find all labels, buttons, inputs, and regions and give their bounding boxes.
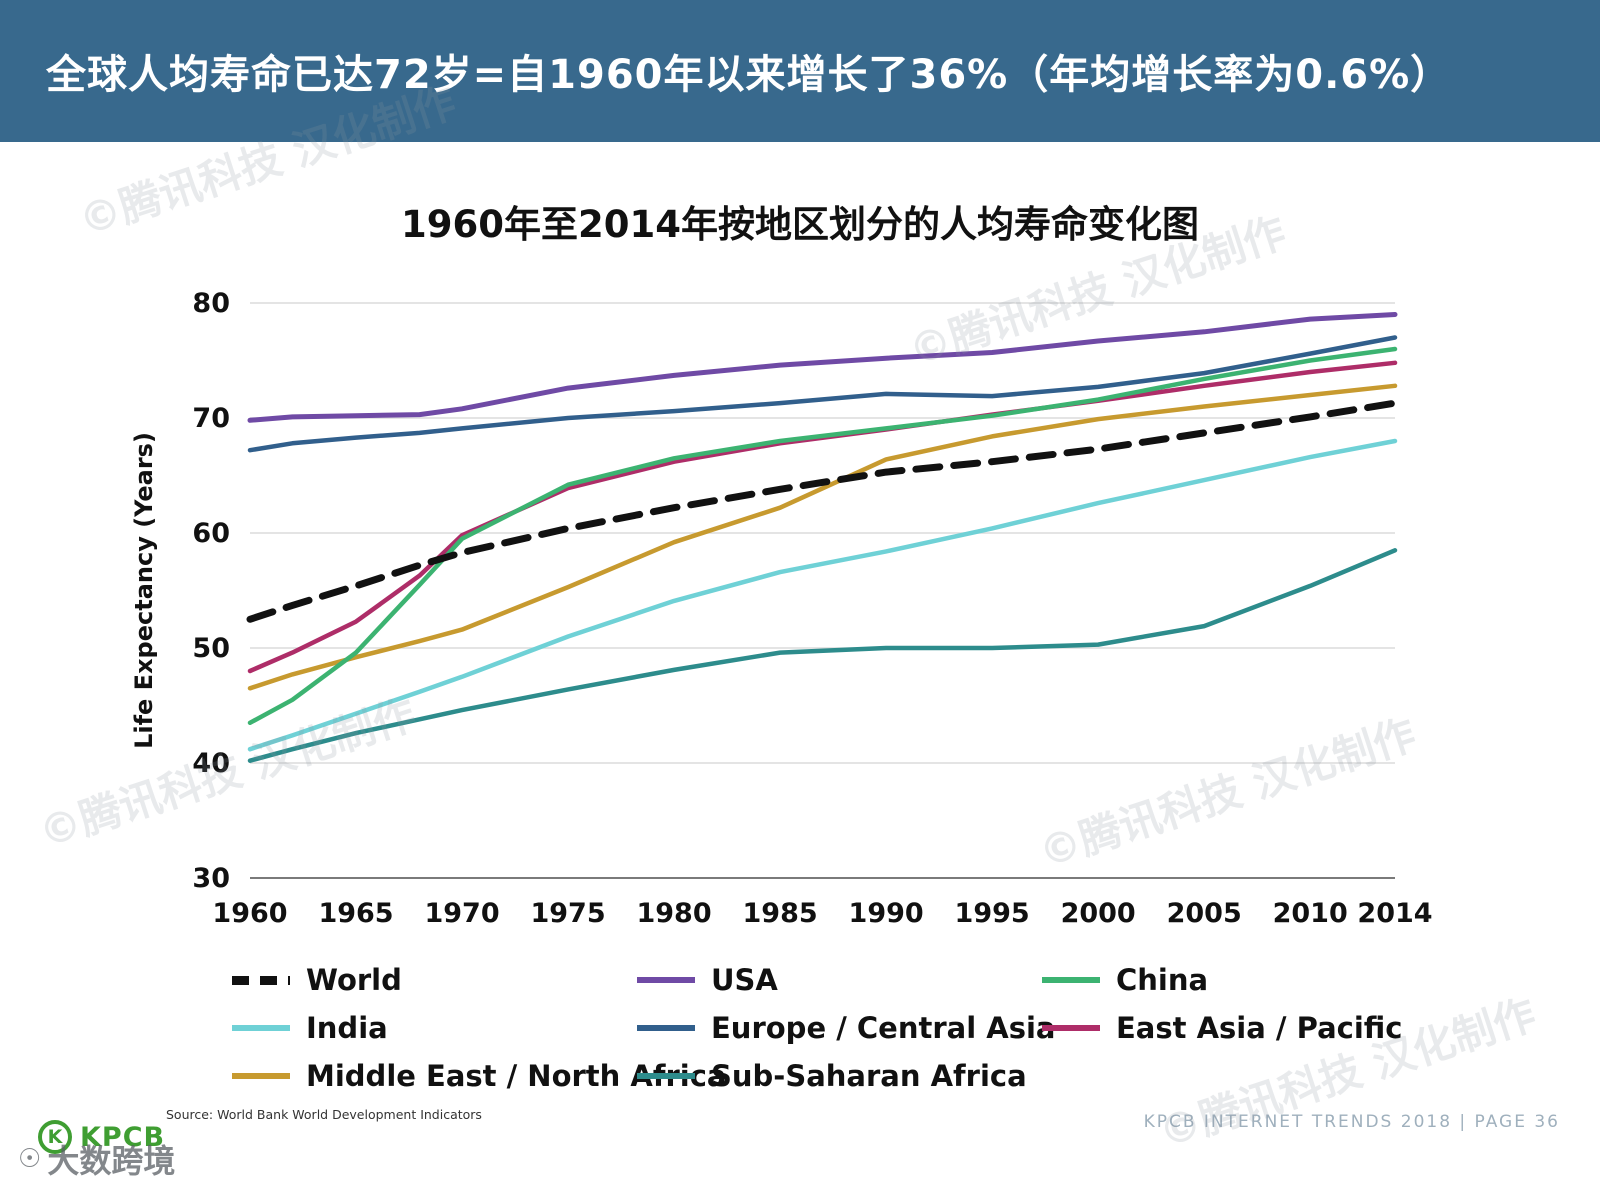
legend-line-sample: [1042, 977, 1100, 983]
series-line-sub-saharan-africa: [247, 548, 1398, 763]
legend-item-sub-saharan-africa: Sub-Saharan Africa: [637, 1056, 1042, 1096]
x-tick-label: 2010: [1273, 898, 1348, 929]
kpcb-logo-text: KPCB: [80, 1121, 166, 1153]
x-tick-label: 2014: [1357, 898, 1432, 929]
legend-item-europe-central-asia: Europe / Central Asia: [637, 1008, 1055, 1048]
x-tick-label: 1985: [743, 898, 818, 929]
x-tick-label: 2000: [1061, 898, 1136, 929]
source-note: Source: World Bank World Development Ind…: [166, 1107, 482, 1122]
corner-watermark: ☉ 大数跨境: [18, 1136, 175, 1182]
legend-line-sample: [1042, 1025, 1100, 1031]
y-tick-label: 70: [192, 403, 230, 434]
page-footer-label: KPCB INTERNET TRENDS 2018 | PAGE 36: [1143, 1112, 1560, 1132]
legend-item-china: China: [1042, 960, 1447, 1000]
globe-icon: ☉: [18, 1144, 42, 1174]
legend-item-usa: USA: [637, 960, 1042, 1000]
legend-label: India: [306, 1011, 388, 1045]
chart-title: 1960年至2014年按地区划分的人均寿命变化图: [401, 203, 1199, 246]
legend-label: China: [1116, 963, 1209, 997]
x-tick-label: 1960: [212, 898, 287, 929]
x-tick-label: 1970: [424, 898, 499, 929]
legend-label: USA: [711, 963, 778, 997]
y-tick-label: 80: [192, 288, 230, 319]
header-bar: 全球人均寿命已达72岁=自1960年以来增长了36%（年均增长率为0.6%）: [0, 0, 1600, 142]
legend-item-world: World: [232, 960, 637, 1000]
series-line-china: [247, 346, 1398, 726]
legend-line-sample: [637, 977, 695, 983]
legend-label: Sub-Saharan Africa: [711, 1059, 1027, 1093]
legend-line-sample: [232, 1025, 290, 1031]
y-axis-label: Life Expectancy (Years): [130, 432, 158, 749]
y-tick-label: 60: [192, 518, 230, 549]
y-tick-label: 40: [192, 748, 230, 779]
legend-item-east-asia-pacific: East Asia / Pacific: [1042, 1008, 1447, 1048]
legend-line-sample: [637, 1073, 695, 1079]
legend-item-middle-east-north-africa: Middle East / North Africa: [232, 1056, 726, 1096]
legend-label: World: [306, 963, 402, 997]
corner-watermark-text: 大数跨境: [47, 1142, 176, 1180]
kpcb-logo: K KPCB: [38, 1120, 165, 1154]
x-tick-label: 1965: [318, 898, 393, 929]
legend-item-india: India: [232, 1008, 637, 1048]
x-tick-label: 1995: [955, 898, 1030, 929]
life-expectancy-chart: 30 40 50 60 70 80 1960 1965 1970 1975 1980 1985 1990…: [130, 288, 1433, 929]
series-line-india: [247, 438, 1398, 752]
chart-legend: World USA China India Europe / Central Asia E…: [232, 960, 1447, 1096]
series-line-usa: [247, 312, 1398, 423]
x-tick-label: 1980: [636, 898, 711, 929]
legend-line-sample: [232, 975, 290, 985]
x-tick-label: 2005: [1167, 898, 1242, 929]
legend-label: Europe / Central Asia: [711, 1011, 1056, 1045]
y-tick-label: 50: [192, 633, 230, 664]
y-tick-label: 30: [192, 863, 230, 894]
chart-area: 30 40 50 60 70 80 1960 1965 1970 1975 1980 1985 1990…: [100, 268, 1450, 940]
slide-title: 全球人均寿命已达72岁=自1960年以来增长了36%（年均增长率为0.6%）: [46, 52, 1452, 98]
kpcb-logo-icon: K: [38, 1120, 72, 1154]
x-tick-label: 1990: [849, 898, 924, 929]
series-line-europe-central-asia: [247, 335, 1398, 453]
series-line-world: [246, 399, 1399, 623]
x-tick-label: 1975: [530, 898, 605, 929]
series-line-east-asia-pacific: [247, 360, 1398, 674]
series-line-middle-east-north-africa: [247, 383, 1398, 691]
legend-line-sample: [637, 1025, 695, 1031]
legend-label: East Asia / Pacific: [1116, 1011, 1403, 1045]
legend-line-sample: [232, 1073, 290, 1079]
